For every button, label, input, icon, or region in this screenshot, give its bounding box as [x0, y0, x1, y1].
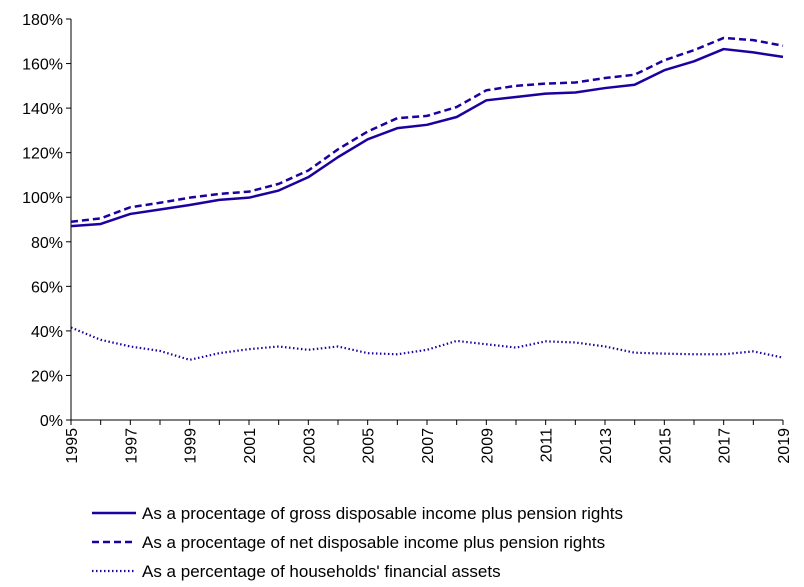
x-tick-label: 2007 [420, 428, 437, 464]
x-axis: 1995 1997 1999 2001 2003 2005 2007 2009 2011 2013… [64, 419, 793, 464]
y-tick-label: 0% [40, 413, 63, 430]
x-tick-label: 2001 [242, 428, 259, 464]
legend: As a procentage of gross disposable inco… [92, 504, 623, 581]
legend-entry-gross: As a procentage of gross disposable inco… [92, 504, 623, 523]
y-tick-label: 160% [22, 57, 63, 74]
legend-entry-financial-assets: As a percentage of households' financial… [92, 562, 501, 581]
x-tick-label: 2017 [717, 428, 734, 464]
y-tick-label: 140% [22, 101, 63, 118]
series-line-dotted [70, 326, 784, 361]
legend-label-net: As a procentage of net disposable income… [142, 533, 605, 552]
x-tick-label: 2013 [598, 428, 615, 464]
legend-entry-net: As a procentage of net disposable income… [92, 533, 605, 552]
x-tick-label: 1995 [64, 428, 81, 464]
x-tick-label: 1997 [123, 428, 140, 464]
y-tick-label: 100% [22, 190, 63, 207]
y-tick-label: 20% [31, 368, 63, 385]
x-tick-label: 2003 [301, 428, 318, 464]
series-lines [70, 36, 784, 361]
x-tick-label: 2005 [361, 428, 378, 464]
series-line-solid [70, 47, 784, 228]
legend-label-financial-assets: As a percentage of households' financial… [142, 562, 501, 581]
y-tick-label: 60% [31, 279, 63, 296]
y-tick-label: 120% [22, 146, 63, 163]
y-axis: 0% 20% 40% 60% 80% 100% 120% 140% 160% 180% [22, 12, 72, 430]
y-tick-label: 80% [31, 235, 63, 252]
x-tick-label: 1999 [183, 428, 200, 464]
x-tick-label: 2015 [657, 428, 674, 464]
x-tick-label: 2009 [479, 428, 496, 464]
x-tick-label: 2019 [776, 428, 793, 464]
legend-label-gross: As a procentage of gross disposable inco… [142, 504, 623, 523]
x-tick-label: 2011 [539, 428, 556, 463]
y-tick-label: 40% [31, 324, 63, 341]
y-tick-label: 180% [22, 12, 63, 29]
